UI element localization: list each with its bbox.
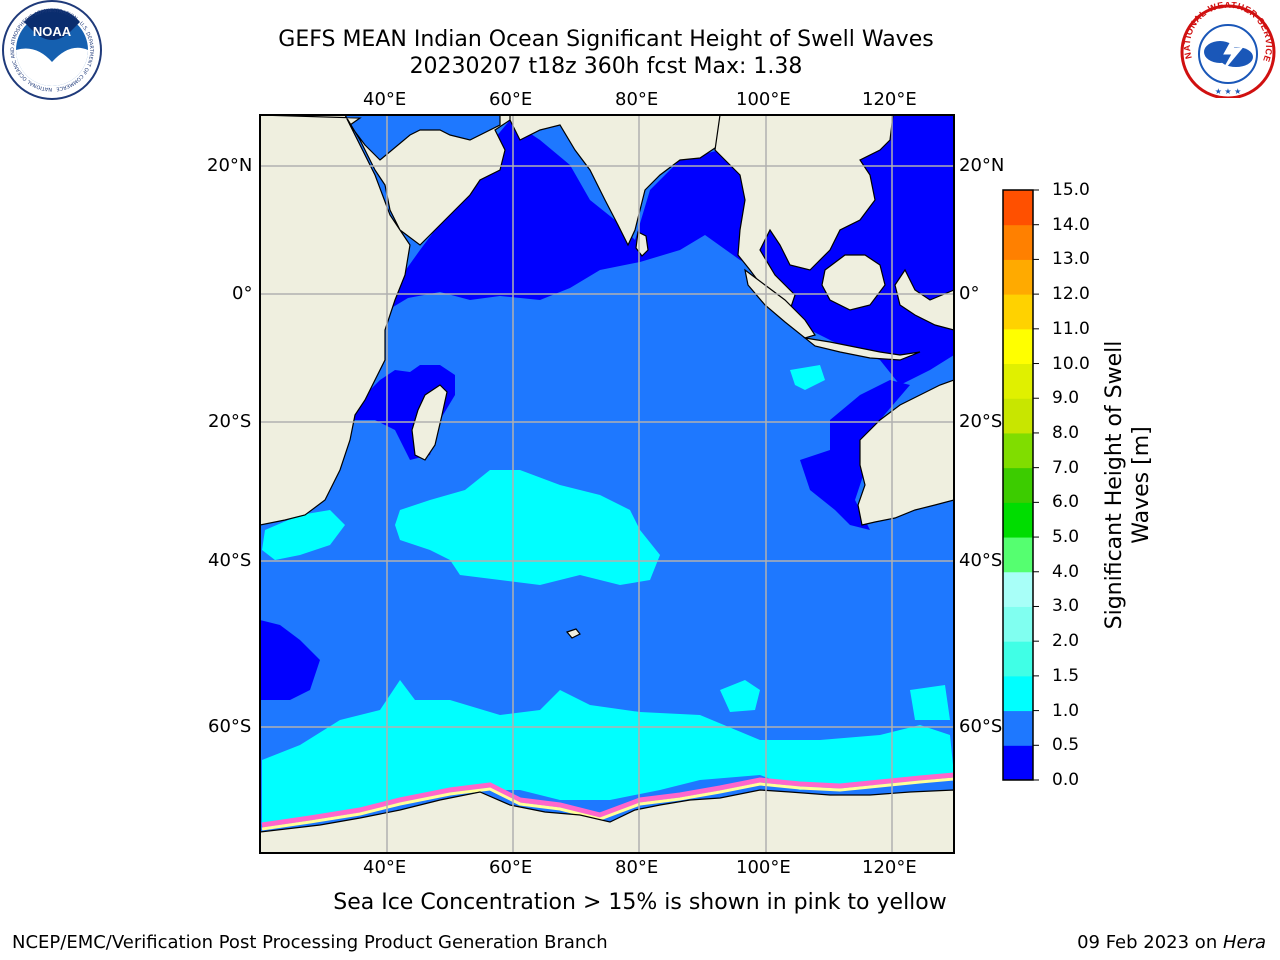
colorbar-tick-label: 3.0 bbox=[1052, 596, 1080, 617]
map-subtitle: 20230207 t18z 360h fcst Max: 1.38 bbox=[409, 54, 803, 79]
sea-ice-core bbox=[261, 777, 954, 831]
land-kerguelen bbox=[565, 628, 581, 639]
colorbar-tick-label: 9.0 bbox=[1052, 388, 1080, 409]
x-tick-top-120e: 120°E bbox=[862, 89, 917, 110]
colorbar bbox=[1002, 189, 1039, 781]
y-tick-left-0: 0° bbox=[232, 283, 253, 304]
high-swell-central bbox=[395, 470, 660, 585]
land-sumatra bbox=[744, 268, 816, 339]
footer-credit: NCEP/EMC/Verification Post Processing Pr… bbox=[12, 932, 608, 953]
high-swell-west bbox=[262, 510, 345, 560]
land-antarctica bbox=[260, 789, 954, 853]
colorbar-tick-label: 8.0 bbox=[1052, 422, 1080, 443]
x-tick-bottom-100e: 100°E bbox=[736, 857, 791, 878]
colorbar-swatch bbox=[1003, 710, 1033, 746]
colorbar-swatch bbox=[1003, 328, 1033, 365]
colorbar-swatch bbox=[1003, 502, 1033, 538]
footer-machine: Hera bbox=[1222, 932, 1266, 953]
land-southeast-asia bbox=[714, 115, 894, 312]
colorbar-tick-label: 1.5 bbox=[1052, 665, 1080, 686]
colorbar-tick-label: 10.0 bbox=[1052, 353, 1090, 374]
sea-ice-caption: Sea Ice Concentration > 15% is shown in … bbox=[333, 890, 947, 915]
colorbar-title-line1: Significant Height of Swell bbox=[1102, 340, 1127, 630]
colorbar-tick-label: 2.0 bbox=[1052, 631, 1080, 652]
high-swell-patch-sw bbox=[790, 365, 825, 390]
colorbar-title: Significant Height of Swell Waves [m] bbox=[1101, 341, 1155, 630]
svg-text:★ ★ ★: ★ ★ ★ bbox=[1215, 87, 1242, 96]
sea-ice-fringe bbox=[261, 772, 954, 828]
colorbar-swatch bbox=[1003, 432, 1033, 469]
colorbar-tick-label: 14.0 bbox=[1052, 214, 1090, 235]
colorbar-swatch bbox=[1003, 294, 1033, 330]
colorbar-swatch bbox=[1003, 467, 1033, 503]
colorbar-title-line2: Waves [m] bbox=[1129, 426, 1154, 544]
colorbar-tick-label: 1.0 bbox=[1052, 700, 1080, 721]
colorbar-swatch bbox=[1003, 190, 1033, 226]
colorbar-tick-label: 5.0 bbox=[1052, 527, 1080, 548]
x-tick-bottom-40e: 40°E bbox=[363, 857, 407, 878]
colorbar-tick-label: 13.0 bbox=[1052, 249, 1090, 270]
x-tick-bottom-60e: 60°E bbox=[489, 857, 533, 878]
colorbar-tick-label: 6.0 bbox=[1052, 492, 1080, 513]
y-tick-left-20s: 20°S bbox=[208, 411, 252, 432]
footer-date: 09 Feb 2023 on Hera bbox=[1077, 932, 1266, 953]
land-australia bbox=[857, 379, 954, 526]
x-tick-bottom-80e: 80°E bbox=[615, 857, 659, 878]
x-tick-top-40e: 40°E bbox=[363, 89, 407, 110]
colorbar-swatch bbox=[1003, 606, 1033, 642]
low-swell-west-australia bbox=[800, 380, 910, 530]
x-tick-top-80e: 80°E bbox=[615, 89, 659, 110]
colorbar-tick-label: 0.0 bbox=[1052, 770, 1080, 790]
y-tick-right-20s: 20°S bbox=[959, 411, 1003, 432]
colorbar-swatch bbox=[1003, 537, 1033, 573]
colorbar-tick-label: 15.0 bbox=[1052, 180, 1090, 200]
land-borneo bbox=[821, 254, 886, 311]
noaa-logo: NOAA NATIONAL OCEANIC AND ATMOSPHERIC AD… bbox=[0, 0, 105, 100]
colorbar-swatch bbox=[1003, 571, 1033, 607]
x-tick-top-60e: 60°E bbox=[489, 89, 533, 110]
map-frame bbox=[259, 114, 955, 854]
high-swell-patch-east bbox=[720, 680, 760, 712]
y-tick-left-60s: 60°S bbox=[208, 716, 252, 737]
graticule bbox=[260, 115, 954, 853]
y-tick-right-0: 0° bbox=[959, 283, 980, 304]
colorbar-swatch bbox=[1003, 363, 1033, 399]
y-tick-right-40s: 40°S bbox=[959, 550, 1003, 571]
map-title: GEFS MEAN Indian Ocean Significant Heigh… bbox=[278, 27, 934, 52]
footer-date-text: 09 Feb 2023 on bbox=[1077, 932, 1223, 953]
land-sulawesi-newguinea bbox=[894, 268, 954, 331]
y-tick-left-20n: 20°N bbox=[207, 155, 253, 176]
colorbar-swatch bbox=[1003, 259, 1033, 295]
y-tick-right-20n: 20°N bbox=[959, 155, 1005, 176]
colorbar-swatch bbox=[1003, 398, 1033, 434]
colorbar-swatch bbox=[1003, 745, 1033, 781]
colorbar-swatch bbox=[1003, 641, 1033, 677]
high-swell-southern-belt bbox=[262, 680, 954, 825]
colorbar-swatch bbox=[1003, 224, 1033, 260]
colorbar-frame bbox=[1002, 189, 1034, 781]
colorbar-tick-label: 11.0 bbox=[1052, 318, 1090, 339]
y-tick-left-40s: 40°S bbox=[208, 550, 252, 571]
colorbar-tick-label: 7.0 bbox=[1052, 457, 1080, 478]
x-tick-top-100e: 100°E bbox=[736, 89, 791, 110]
low-swell-southwest-patch bbox=[260, 620, 320, 700]
x-tick-bottom-120e: 120°E bbox=[862, 857, 917, 878]
noaa-logo-text: NOAA bbox=[33, 24, 72, 39]
colorbar-swatch bbox=[1003, 675, 1033, 712]
high-swell-patch-far-east bbox=[910, 685, 950, 720]
colorbar-tick-label: 4.0 bbox=[1052, 561, 1080, 582]
colorbar-tick-label: 12.0 bbox=[1052, 284, 1090, 305]
colorbar-tick-label: 0.5 bbox=[1052, 735, 1080, 756]
y-tick-right-60s: 60°S bbox=[959, 716, 1003, 737]
nws-logo: NATIONAL WEATHER SERVICE ★ ★ ★ bbox=[1178, 2, 1278, 98]
